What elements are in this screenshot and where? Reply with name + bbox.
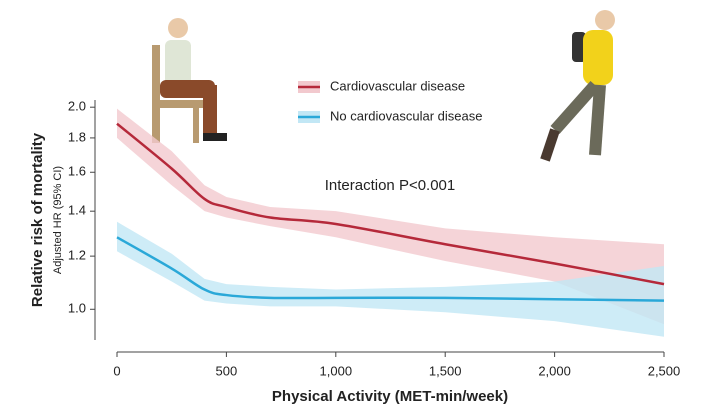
sitting-figure [152,18,227,143]
y-tick-label: 1.8 [68,129,86,144]
y-axis-sublabel: Adjusted HR (95% CI) [52,166,64,274]
x-tick-label: 1,000 [320,363,353,378]
confidence-band [117,221,664,337]
x-axis-label: Physical Activity (MET-min/week) [272,388,508,405]
y-tick-label: 1.6 [68,164,86,179]
y-tick-label: 2.0 [68,99,86,114]
x-tick-label: 1,500 [429,363,462,378]
x-tick-label: 2,500 [648,363,681,378]
legend-label: No cardiovascular disease [330,108,482,123]
annotation: Interaction P<0.001 [325,177,456,194]
series-line [116,122,665,286]
x-tick-label: 0 [113,363,120,378]
x-tick-label: 500 [216,363,238,378]
y-tick-label: 1.4 [68,203,86,218]
legend-label: Cardiovascular disease [330,78,465,93]
series-line [116,236,665,302]
confidence-band [117,108,664,325]
running-figure [540,10,615,162]
y-tick-label: 1.2 [68,248,86,263]
y-axis-label: Relative risk of mortality [29,132,46,307]
y-tick-label: 1.0 [68,301,86,316]
x-tick-label: 2,000 [538,363,571,378]
